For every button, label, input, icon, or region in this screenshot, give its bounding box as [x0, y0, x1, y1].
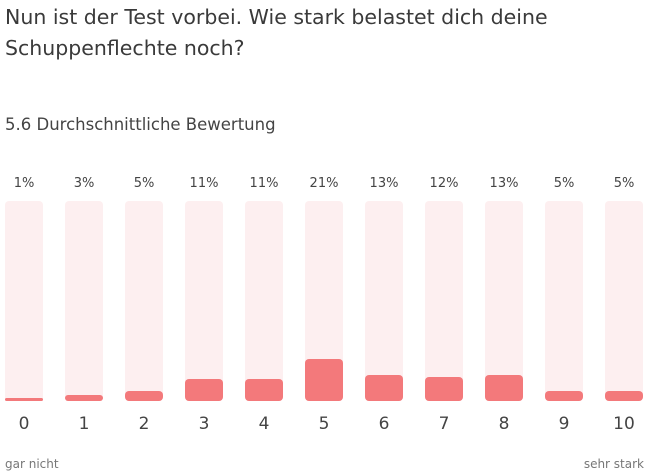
bar-0	[5, 398, 43, 401]
category-label-9: 9	[559, 414, 570, 434]
bar-track-2	[125, 201, 163, 401]
bar-track-1	[65, 201, 103, 401]
category-label-3: 3	[199, 414, 210, 434]
category-label-2: 2	[139, 414, 150, 434]
value-label-1: 3%	[74, 176, 95, 191]
bar-track-0	[5, 201, 43, 401]
question-title: Nun ist der Test vorbei. Wie stark belas…	[5, 5, 548, 60]
category-label-4: 4	[259, 414, 270, 434]
bar-track-6	[365, 201, 403, 401]
category-label-8: 8	[499, 414, 510, 434]
category-label-1: 1	[79, 414, 90, 434]
value-label-8: 13%	[490, 176, 519, 191]
category-label-6: 6	[379, 414, 390, 434]
bar-9	[545, 391, 583, 401]
bar-8	[485, 375, 523, 401]
bar-track-3	[185, 201, 223, 401]
bar-track-10	[605, 201, 643, 401]
bar-1	[65, 395, 103, 401]
bar-track-8	[485, 201, 523, 401]
value-label-6: 13%	[370, 176, 399, 191]
value-label-0: 1%	[14, 176, 35, 191]
value-label-10: 5%	[614, 176, 635, 191]
bar-track-7	[425, 201, 463, 401]
category-label-10: 10	[613, 414, 635, 434]
bar-track-5	[305, 201, 343, 401]
value-label-2: 5%	[134, 176, 155, 191]
value-label-3: 11%	[190, 176, 219, 191]
bar-track-4	[245, 201, 283, 401]
bar-4	[245, 379, 283, 401]
bar-track-9	[545, 201, 583, 401]
category-label-5: 5	[319, 414, 330, 434]
scale-max-label: sehr stark	[583, 457, 644, 471]
bar-2	[125, 391, 163, 401]
value-label-7: 12%	[430, 176, 459, 191]
bar-7	[425, 377, 463, 401]
bar-10	[605, 391, 643, 401]
bar-6	[365, 375, 403, 401]
category-label-7: 7	[439, 414, 450, 434]
scale-min-label: gar nicht	[5, 457, 59, 471]
value-label-9: 5%	[554, 176, 575, 191]
value-label-5: 21%	[310, 176, 339, 191]
category-label-0: 0	[19, 414, 30, 434]
bar-3	[185, 379, 223, 401]
average-rating: 5.6 Durchschnittliche Bewertung	[5, 115, 276, 134]
value-label-4: 11%	[250, 176, 279, 191]
bar-5	[305, 359, 343, 401]
